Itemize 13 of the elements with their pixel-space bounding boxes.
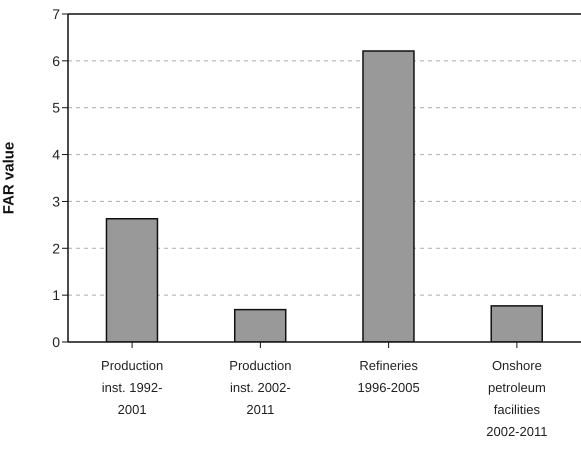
x-tick-label: Production inst. 2002-2011 <box>229 358 292 417</box>
y-tick-label: 1 <box>52 287 60 304</box>
y-tick-label: 0 <box>52 334 60 350</box>
y-axis-title: FAR value <box>0 142 18 214</box>
x-tick-label: Production inst. 1992-2001 <box>101 358 164 417</box>
y-tick-label: 3 <box>52 193 60 210</box>
y-tick-label: 7 <box>52 6 60 22</box>
x-tick-label: Refineries 1996-2005 <box>358 358 420 395</box>
y-tick-label: 6 <box>52 52 60 69</box>
y-tick-label: 5 <box>52 100 60 116</box>
y-tick-label: 4 <box>52 146 60 163</box>
x-tick-label: Onshore petroleum facilities 2002-2011 <box>486 358 548 439</box>
y-tick-label: 2 <box>52 240 60 256</box>
